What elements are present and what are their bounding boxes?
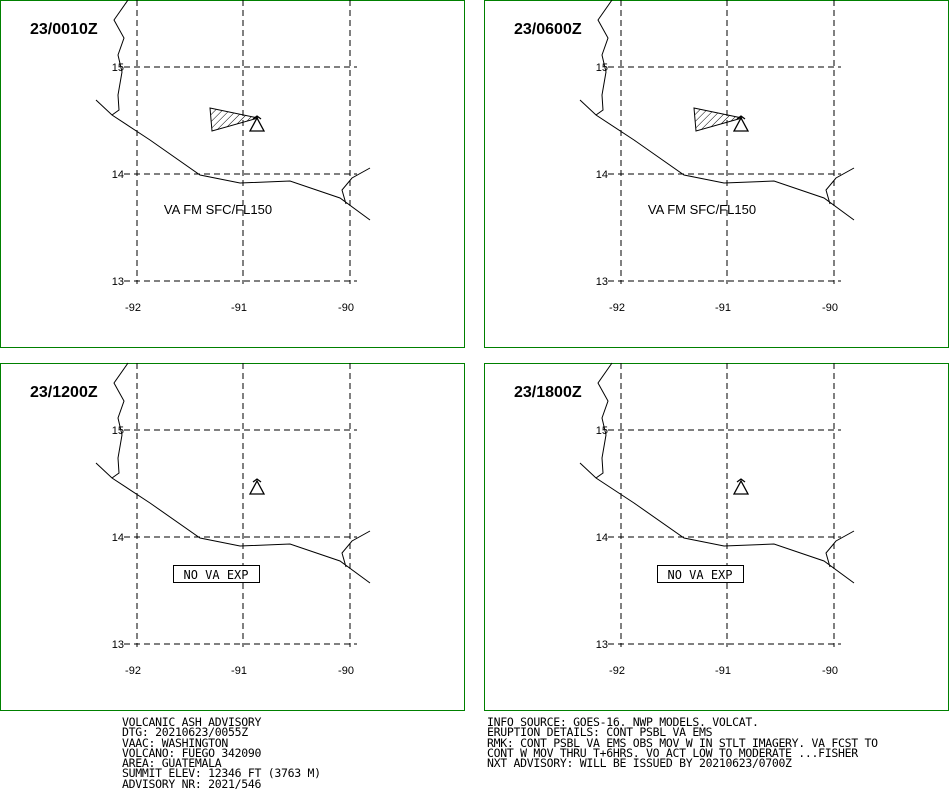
valid-time: 23/0010Z [30,21,98,38]
advisory-line: SUMMIT ELEV: 12346 FT (3763 M) [122,766,321,781]
note-box [173,565,260,583]
advisory-line: AREA: GUATEMALA [122,756,222,771]
valid-time: 23/1800Z [514,384,582,401]
note-box [657,565,744,583]
advisory-line: DTG: 20210623/0055Z [122,725,248,740]
note: NO VA EXP [183,568,248,582]
lat-label: 13 [112,276,124,288]
panel-frame [0,363,465,711]
map-panel: -92 -91 -90 15 14 13 23/0600Z VA FM SFC/FL150 [484,0,949,348]
volcano [248,478,266,495]
lat-label: 13 [596,639,608,651]
advisory-left: VOLCANIC ASH ADVISORY DTG: 20210623/0055Z… [122,715,321,791]
coastline [579,0,855,221]
map-panel: -92 -91 -90 15 14 13 23/0010Z VA FM SFC/FL150 [0,0,465,348]
coastline [95,0,371,221]
lon-label: -90 [338,665,354,677]
lat-label: 14 [596,532,608,544]
advisory-line: VOLCANIC ASH ADVISORY [122,715,262,729]
valid-time: 23/0600Z [514,21,582,38]
lon-label: -91 [715,665,731,677]
advisory-line: INFO SOURCE: GOES-16. NWP MODELS. VOLCAT… [487,715,759,729]
advisory-line: CONT W MOV THRU T+6HRS. VO ACT LOW TO MO… [487,745,858,760]
lon-label: -91 [715,302,731,314]
ash-cloud [693,107,743,132]
map-panel: -92 -91 -90 15 14 13 23/1200Z NO VA EXP [0,362,465,711]
ash-cloud [209,107,259,132]
lat-label: 15 [112,425,124,437]
lon-label: -91 [231,665,247,677]
coastline [579,362,855,584]
lat-label: 14 [596,169,608,181]
lon-label: -90 [822,665,838,677]
volcano [248,115,266,132]
advisory-line: VOLCANO: FUEGO 342090 [122,745,262,760]
lat-label: 13 [596,276,608,288]
lat-label: 15 [596,425,608,437]
volcano [732,115,750,132]
valid-time: 23/1200Z [30,384,98,401]
lon-label: -90 [822,302,838,314]
lon-label: -92 [609,665,625,677]
lon-label: -92 [609,302,625,314]
map-panel: -92 -91 -90 15 14 13 23/1800Z NO VA EXP [484,362,949,711]
volcano [732,478,750,495]
lat-label: 14 [112,169,124,181]
advisory-line: ADVISORY NR: 2021/546 [122,776,262,791]
lon-label: -92 [125,302,141,314]
lat-label: 14 [112,532,124,544]
note: VA FM SFC/FL150 [164,202,272,217]
lon-label: -90 [338,302,354,314]
lat-label: 15 [596,62,608,74]
panel-frame [0,0,465,348]
advisory-right: INFO SOURCE: GOES-16. NWP MODELS. VOLCAT… [487,715,878,771]
coastline [95,362,371,584]
panel-frame [484,363,949,711]
lon-label: -92 [125,665,141,677]
advisory-line: VAAC: WASHINGTON [122,735,228,750]
note: NO VA EXP [667,568,732,582]
lon-label: -91 [231,302,247,314]
lat-label: 13 [112,639,124,651]
advisory-line: RMK: CONT PSBL VA EMS OBS MOV W IN STLT … [487,735,878,750]
advisory-line: NXT ADVISORY: WILL BE ISSUED BY 20210623… [487,756,792,771]
note: VA FM SFC/FL150 [648,202,756,217]
lat-label: 15 [112,62,124,74]
panel-frame [484,0,949,348]
advisory-line: ERUPTION DETAILS: CONT PSBL VA EMS [487,725,713,740]
